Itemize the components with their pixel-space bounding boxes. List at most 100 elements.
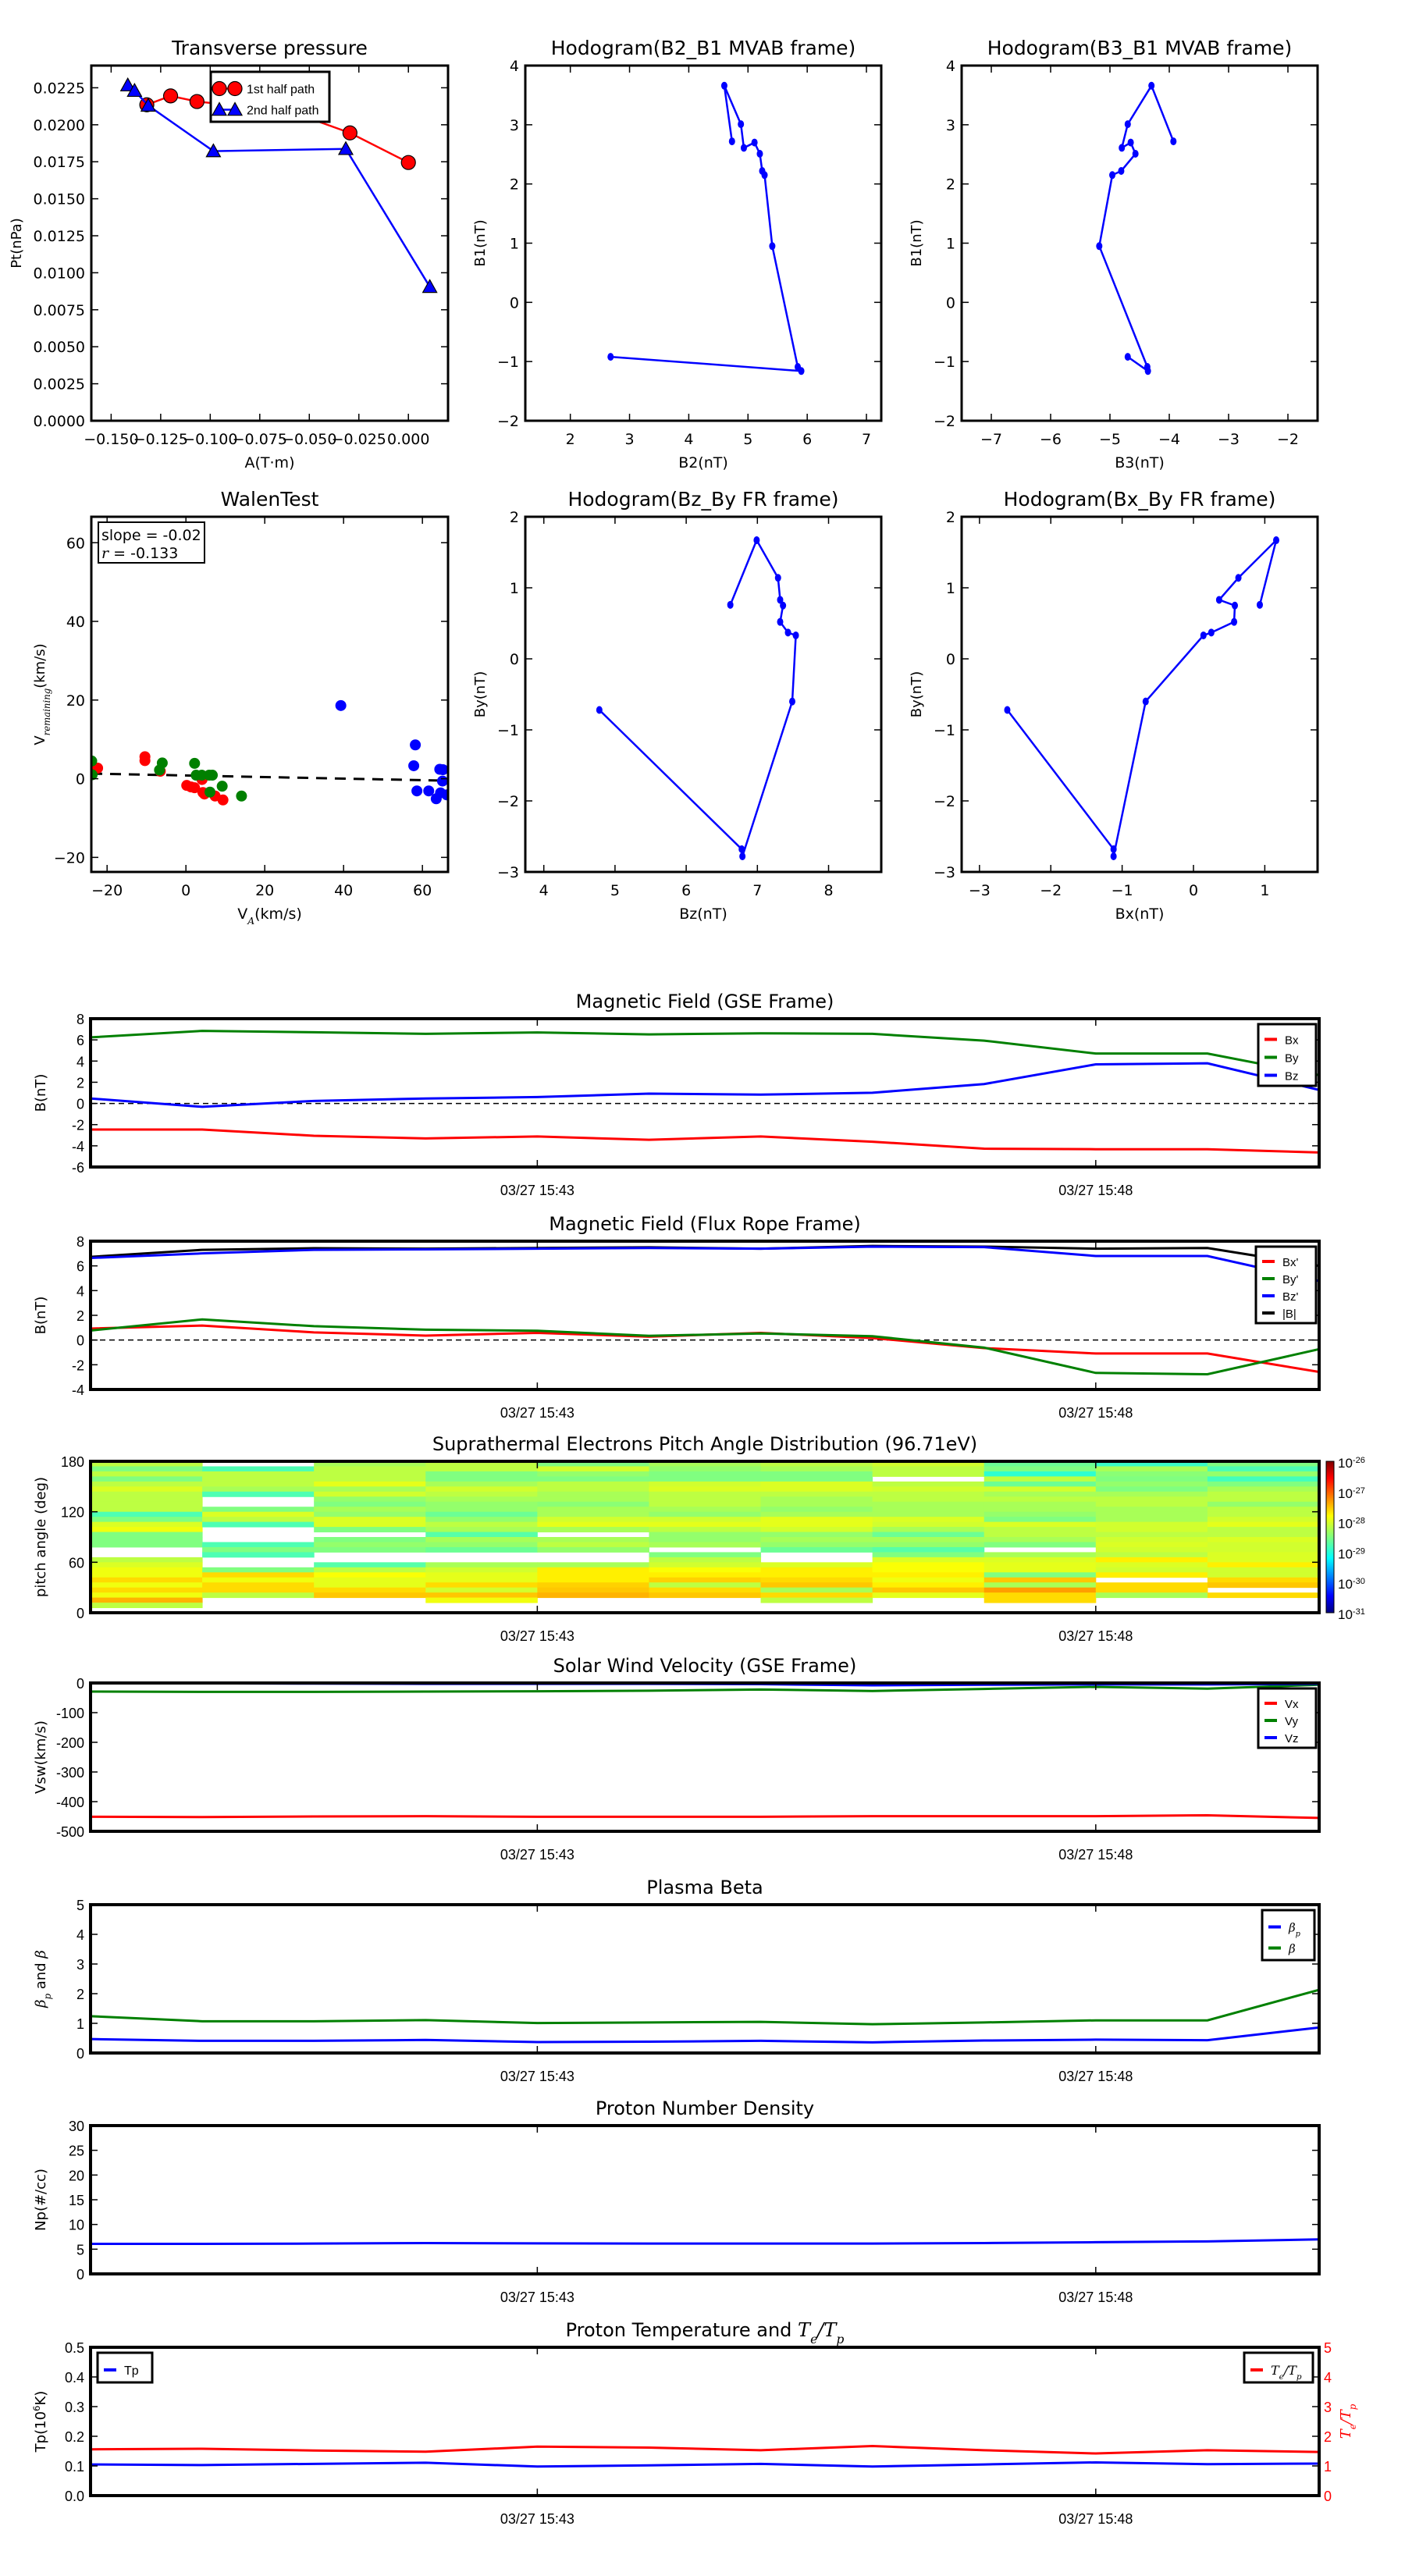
chart-hodogram-b2-b1: 2 3 4 5 6 7 −2 −1 0 1 2 3 4 Hodogram(B2_B1 MVAB frame…: [472, 37, 883, 471]
label-part: T: [823, 2319, 838, 2341]
y-tick-label: 6: [76, 1259, 84, 1275]
heatmap-cell: [984, 1481, 1097, 1487]
heatmap-cell: [425, 1577, 538, 1583]
series-line: [91, 1062, 1319, 1108]
series-line: [91, 1683, 1319, 1693]
heatmap-cell: [760, 1461, 873, 1467]
label-part: 10: [1338, 1577, 1353, 1592]
x-tick-label: 5: [743, 431, 752, 448]
heatmap-cell: [91, 1461, 203, 1467]
heatmap-cell: [1207, 1466, 1319, 1472]
data-point: [789, 697, 795, 706]
label-part: = -0.133: [108, 545, 178, 562]
heatmap-cell: [202, 1587, 315, 1593]
y-tick-label: 0: [76, 2267, 84, 2282]
heatmap-cell: [202, 1476, 315, 1482]
heatmap-cell: [1207, 1552, 1319, 1558]
legend: Bx' By' Bz' |B|: [1254, 1245, 1318, 1325]
heatmap-cell: [91, 1466, 203, 1472]
heatmap-cell: [984, 1557, 1097, 1563]
y-axis-label: Vsw(km/s): [33, 1720, 49, 1794]
chart-title: WalenTest: [221, 488, 319, 511]
heatmap-cell: [425, 1597, 538, 1603]
series-1: [91, 1030, 1319, 1076]
heatmap-cell: [760, 1562, 873, 1568]
series-1: [91, 1988, 1319, 2026]
x-tick-label: −20: [91, 882, 123, 899]
legend-item: Vx: [1264, 1698, 1299, 1711]
heatmap-cell: [314, 1521, 426, 1528]
heatmap-cell: [537, 1481, 649, 1487]
heatmap-cell: [537, 1476, 649, 1482]
heatmap-cell: [314, 1527, 426, 1533]
chart-transverse-pressure: −0.150−0.125−0.100−0.075−0.050−0.025 0.00…: [9, 37, 450, 471]
heatmap-cell: [649, 1496, 762, 1503]
heatmap-cell: [872, 1511, 985, 1517]
label-part: -29: [1353, 1546, 1365, 1556]
heatmap-cell: [314, 1461, 426, 1467]
heatmap-cell: [760, 1496, 873, 1503]
heatmap-cell: [537, 1542, 649, 1548]
heatmap-cell: [649, 1501, 762, 1507]
heatmap-cell: [91, 1597, 203, 1603]
heatmap-cell: [91, 1582, 203, 1589]
y-axis-label: Np(#/cc): [33, 2169, 49, 2231]
heatmap-cell: [202, 1567, 315, 1573]
y-tick-label: 0.0150: [34, 191, 85, 208]
data-point: [751, 138, 758, 147]
chart-title: Proton Number Density: [596, 2097, 814, 2119]
y-tick-label: 3: [510, 117, 519, 134]
y-tick-label: 0.5: [65, 2340, 84, 2356]
y-tick-label: 0.0025: [34, 376, 85, 393]
heatmap-cell: [202, 1521, 315, 1528]
label-part: -28: [1353, 1517, 1365, 1526]
data-point: [1272, 536, 1279, 545]
heatmap-cell: [872, 1517, 985, 1523]
heatmap-cell: [649, 1461, 762, 1467]
x-tick-label: 3: [624, 431, 634, 448]
heatmap-cell: [537, 1527, 649, 1533]
series-line: [91, 1030, 1319, 1076]
heatmap-cell: [649, 1587, 762, 1593]
heatmap-cell: [649, 1592, 762, 1599]
legend-item: By': [1262, 1273, 1299, 1286]
heatmap-cell: [984, 1582, 1097, 1589]
data-point: [216, 781, 228, 792]
series-0: [596, 536, 799, 860]
x-tick-label: 4: [539, 882, 549, 899]
heatmap-cell: [760, 1507, 873, 1513]
series-0: [91, 772, 448, 782]
data-point: [119, 76, 136, 92]
x-tick-label: 03/27 15:48: [1058, 2290, 1133, 2305]
heatmap-cell: [91, 1527, 203, 1533]
data-point: [91, 769, 98, 781]
heatmap-cell: [425, 1572, 538, 1578]
legend-label: Vz: [1285, 1732, 1299, 1745]
heatmap-cell: [1207, 1507, 1319, 1513]
x-tick-label: 1: [1260, 882, 1269, 899]
heatmap-cell: [760, 1567, 873, 1573]
data-point: [769, 242, 776, 251]
heatmap-cell: [537, 1562, 649, 1568]
y-tick-label: −3: [497, 864, 519, 881]
chart-title: Magnetic Field (Flux Rope Frame): [549, 1213, 860, 1235]
data-point: [189, 94, 205, 109]
heatmap-cell: [649, 1577, 762, 1583]
heatmap-cell: [649, 1527, 762, 1533]
y-tick-label: −2: [934, 793, 955, 810]
y-axis-label: βp and β: [33, 1950, 53, 2008]
data-point: [400, 155, 416, 170]
x-tick-label: 03/27 15:43: [500, 2069, 574, 2084]
x-tick-label: −0.150: [84, 431, 138, 448]
y-axis-label: B(nT): [33, 1297, 49, 1335]
data-point: [1256, 600, 1263, 609]
data-point: [1231, 601, 1238, 610]
heatmap-cell: [1095, 1562, 1208, 1568]
legend-label: βp: [1288, 1921, 1301, 1939]
x-axis-label: Bz(nT): [679, 906, 727, 923]
data-point: [792, 631, 799, 639]
chart-title: Suprathermal Electrons Pitch Angle Distr…: [432, 1433, 977, 1455]
heatmap-cell: [1207, 1476, 1319, 1482]
slope-text: slope = -0.02: [101, 527, 201, 544]
heatmap-cell: [425, 1476, 538, 1482]
